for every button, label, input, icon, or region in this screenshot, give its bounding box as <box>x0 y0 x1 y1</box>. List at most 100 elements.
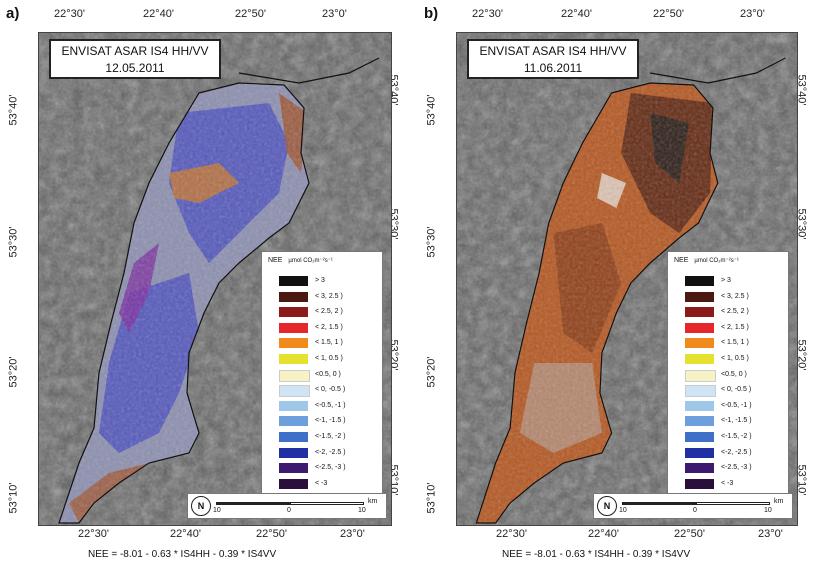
legend-item: <-2.5, -3 ) <box>279 463 379 474</box>
legend-swatch <box>685 276 714 286</box>
scale-label-right: 10 <box>764 507 772 514</box>
legend-label: <-1.5, -2 ) <box>315 433 346 440</box>
study-area-boundary <box>475 82 719 524</box>
lon-tick-top: 22°40' <box>561 8 592 20</box>
legend-item: > 3 <box>279 276 379 287</box>
legend-label: <-0.5, -1 ) <box>721 401 752 409</box>
legend-label: < 3, 2.5 ) <box>315 292 343 300</box>
lon-tick-top: 22°30' <box>54 8 85 20</box>
scale-label-mid: 0 <box>287 507 291 514</box>
lon-tick-bottom: 22°40' <box>588 528 619 540</box>
scale-unit: km <box>774 498 784 505</box>
legend-item: <-0.5, -1 ) <box>279 400 379 412</box>
scale-unit: km <box>368 498 378 505</box>
legend-item: < 0, -0.5 ) <box>685 385 785 398</box>
legend-label: <-1, -1.5 ) <box>315 417 346 425</box>
legend-item: <-2, -2.5 ) <box>279 447 379 459</box>
legend-swatch <box>279 354 308 364</box>
legend-swatch <box>279 432 308 442</box>
map-title: ENVISAT ASAR IS4 HH/VV <box>479 44 627 58</box>
legend-swatch <box>685 338 714 349</box>
legend-label: <-2, -2.5 ) <box>721 448 752 456</box>
legend-label: < 1, 0.5 ) <box>315 355 343 362</box>
legend-swatch <box>279 463 308 474</box>
lat-tick-left: 53°10' <box>7 482 20 514</box>
legend-item: <-2.5, -3 ) <box>685 463 785 474</box>
lon-tick-bottom: 22°50' <box>674 528 705 540</box>
legend-item: <-1.5, -2 ) <box>279 432 379 443</box>
lon-tick-bottom: 22°50' <box>256 528 287 540</box>
legend-swatch <box>685 291 714 302</box>
legend-item: < 1, 0.5 ) <box>685 354 785 365</box>
lon-tick-top: 22°50' <box>653 8 684 20</box>
legend-title: NEE µmol CO₂m⁻²s⁻¹ <box>674 257 739 264</box>
legend-item: < 2.5, 2 ) <box>279 307 379 318</box>
lat-tick-left: 53°40' <box>425 94 438 126</box>
lon-tick-top: 23°0' <box>740 8 765 20</box>
map-frame: ENVISAT ASAR IS4 HH/VV 11.06.2011 NEE µmo… <box>456 32 798 526</box>
scale-label-left: 10 <box>213 507 221 514</box>
legend-item: < 0, -0.5 ) <box>279 385 379 398</box>
legend-swatch <box>279 416 308 427</box>
legend-label: > 3 <box>721 277 731 284</box>
lon-tick-bottom: 23°0' <box>758 528 783 540</box>
legend-item: <-1, -1.5 ) <box>279 416 379 427</box>
legend-label: < 1, 0.5 ) <box>721 355 749 362</box>
legend-item: < 2, 1.5 ) <box>685 322 785 334</box>
scale-label-right: 10 <box>358 507 366 514</box>
scale-line-segment <box>696 502 770 505</box>
lat-tick-left: 53°40' <box>7 94 20 126</box>
scale-line-segment <box>290 502 364 505</box>
legend-item: > 3 <box>685 276 785 287</box>
legend-label: < 3, 2.5 ) <box>721 292 749 300</box>
legend-item: <-2, -2.5 ) <box>685 447 785 459</box>
nee-formula: NEE = -8.01 - 0.63 * IS4HH - 0.39 * IS4V… <box>88 549 277 560</box>
legend-swatch <box>685 369 716 382</box>
legend-swatch <box>279 447 308 458</box>
lat-tick-left: 53°30' <box>7 226 20 258</box>
panel-letter: a) <box>6 5 20 22</box>
study-area-boundary <box>58 82 310 524</box>
legend-item: <-1, -1.5 ) <box>685 416 785 427</box>
legend-label: < 0, -0.5 ) <box>315 386 346 394</box>
legend-item: < 1, 0.5 ) <box>279 354 379 365</box>
legend-swatch <box>685 385 716 398</box>
legend-item: < 2.5, 2 ) <box>685 307 785 318</box>
legend-label: <-0.5, -1 ) <box>315 401 346 409</box>
lat-tick-left: 53°20' <box>425 356 438 388</box>
map-title-box: ENVISAT ASAR IS4 HH/VV 12.05.2011 <box>49 39 221 79</box>
lon-tick-bottom: 23°0' <box>340 528 365 540</box>
legend-item: <0.5, 0 ) <box>279 369 379 382</box>
legend: NEE µmol CO₂m⁻²s⁻¹ > 3 < 3, 2.5 ) < 2.5, 2 … <box>261 251 383 503</box>
map-date: 12.05.2011 <box>105 61 165 75</box>
legend-swatch <box>279 369 310 382</box>
border-line <box>238 57 380 84</box>
scale-bar: N 10 0 10 km <box>593 493 793 519</box>
panel-letter: b) <box>424 5 439 22</box>
legend-label: <0.5, 0 ) <box>721 370 747 378</box>
lat-tick-left: 53°30' <box>425 226 438 258</box>
lon-tick-top: 22°50' <box>235 8 266 20</box>
legend-swatch <box>279 307 308 318</box>
legend-swatch <box>279 291 308 302</box>
legend-label: <-2, -2.5 ) <box>315 448 346 456</box>
legend-swatch <box>685 354 714 364</box>
legend-item: < 1.5, 1 ) <box>685 338 785 349</box>
legend-item: <-1.5, -2 ) <box>685 432 785 443</box>
legend-label: < -3 <box>315 479 328 487</box>
lon-tick-bottom: 22°30' <box>496 528 527 540</box>
legend-swatch <box>685 416 714 427</box>
legend-label: < 0, -0.5 ) <box>721 386 752 394</box>
legend-swatch <box>685 447 714 458</box>
legend-label: <-1, -1.5 ) <box>721 417 752 425</box>
legend-item: <-0.5, -1 ) <box>685 400 785 412</box>
legend-swatch <box>279 276 308 286</box>
nee-formula: NEE = -8.01 - 0.63 * IS4HH - 0.39 * IS4V… <box>502 549 691 560</box>
lon-tick-top: 22°30' <box>472 8 503 20</box>
legend-item: < 3, 2.5 ) <box>685 291 785 303</box>
map-date: 11.06.2011 <box>523 61 583 75</box>
map-panel-b: b) 22°30' 22°40' 22°50' 23°0' 22°30' 22°… <box>418 0 823 568</box>
lon-tick-bottom: 22°30' <box>78 528 109 540</box>
legend-swatch <box>279 478 308 489</box>
legend-swatch <box>279 385 310 398</box>
